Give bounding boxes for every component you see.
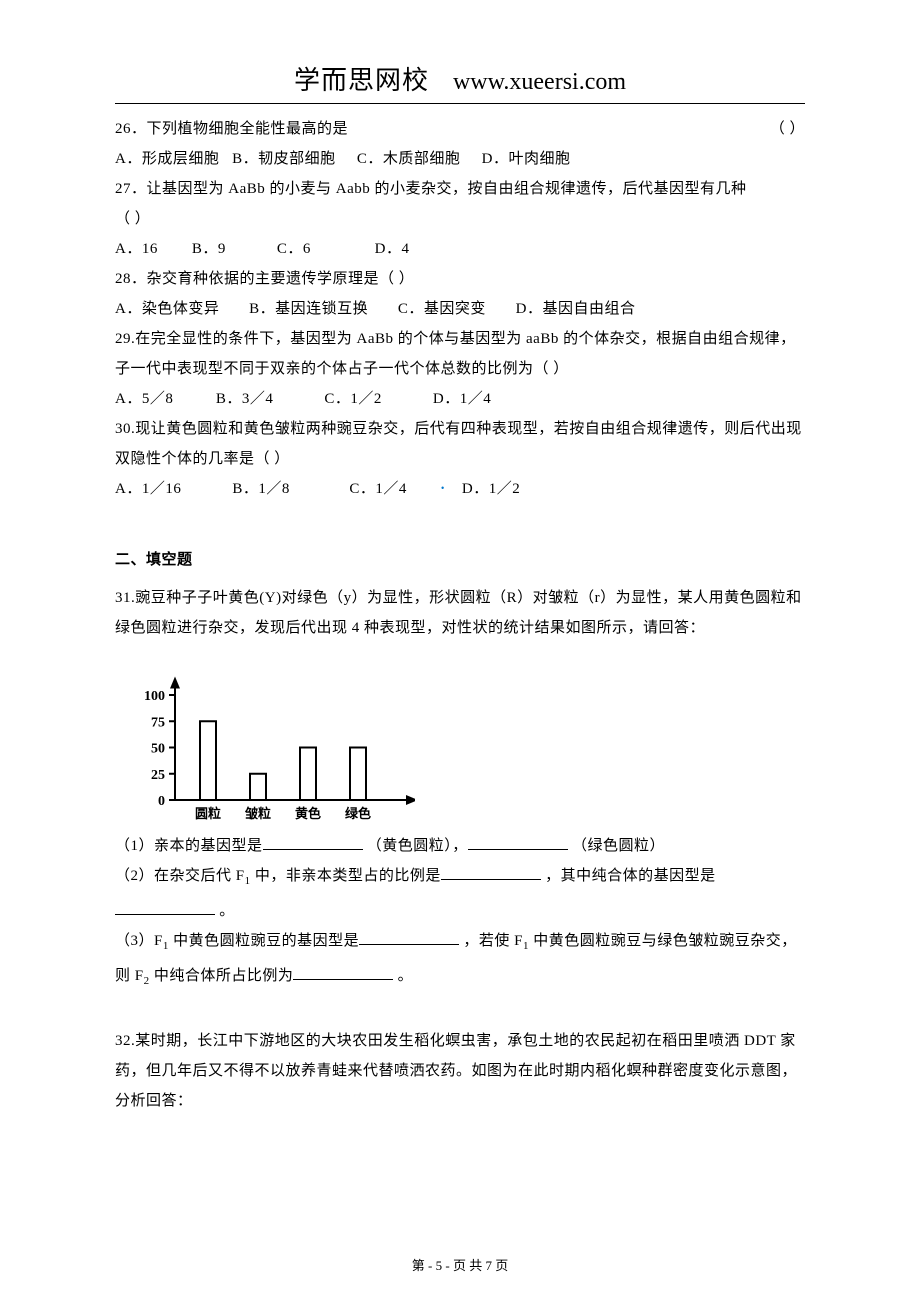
svg-text:25: 25 [151,767,165,782]
page-header: 学而思网校 www.xueersi.com [115,60,805,97]
q28-optB: B．基因连锁互换 [249,301,368,317]
q26-options: A．形成层细胞 B．韧皮部细胞 C．木质部细胞 D．叶肉细胞 [115,144,805,174]
q28-options: A．染色体变异 B．基因连锁互换 C．基因突变 D．基因自由组合 [115,294,805,324]
blank [263,834,363,850]
svg-text:0: 0 [158,794,165,809]
q31-p3-prefix: （3）F [115,933,163,949]
q28-optC: C．基因突变 [398,301,486,317]
q31-p3-sub2: 2 [144,975,150,987]
q28-stem: 28．杂交育种依据的主要遗传学原理是（ ） [115,264,805,294]
q29-optC: C．1／2 [324,391,382,407]
q32-stem: 32.某时期，长江中下游地区的大块农田发生稻化螟虫害，承包土地的农民起初在稻田里… [115,1026,805,1116]
q31-p3-sub1: 1 [163,940,169,952]
svg-text:75: 75 [151,715,165,730]
q31-p3-mid2: ，若使 F [463,933,523,949]
q31-part2: （2）在杂交后代 F1 中，非亲本类型占的比例是 ，其中纯合体的基因型是 。 [115,861,805,926]
brand-cn: 学而思网校 [294,66,429,95]
q31-p3-end: 。 [398,968,414,984]
q31-p2-sub: 1 [245,875,251,887]
svg-text:圆粒: 圆粒 [195,806,221,821]
q31-chart-svg: 0 25 50 75 100 圆粒 皱粒 黄色 绿色 [115,655,415,825]
header-rule [115,103,805,104]
q27-options: A．16 B．9 C．6 D．4 [115,234,805,264]
svg-text:黄色: 黄色 [295,806,321,821]
q31-part3: （3）F1 中黄色圆粒豌豆的基因型是 ，若使 F1 中黄色圆粒豌豆与绿色皱粒豌豆… [115,926,805,996]
q28-optD: D．基因自由组合 [516,301,636,317]
q31-stem: 31.豌豆种子子叶黄色(Y)对绿色（y）为显性，形状圆粒（R）对皱粒（r）为显性… [115,583,805,643]
blank [468,834,568,850]
q30-options: A．1／16 B．1／8 C．1／4 • D．1／2 [115,474,805,505]
q27-optC: C．6 [277,241,311,257]
q31-part1: （1）亲本的基因型是 （黄色圆粒）， （绿色圆粒） [115,831,805,861]
q31-p3-tail: 中纯合体所占比例为 [154,968,294,984]
blank [115,899,215,915]
q31-p1-mid1: （黄色圆粒）， [367,838,468,854]
q27-stem: 27．让基因型为 AaBb 的小麦与 Aabb 的小麦杂交，按自由组合规律遗传，… [115,174,805,204]
q27-optD: D．4 [375,241,410,257]
q26-stem: 26．下列植物细胞全能性最高的是 [115,121,348,137]
q27-optB: B．9 [192,241,226,257]
q26-optA: A．形成层细胞 [115,151,219,167]
svg-text:50: 50 [151,741,165,756]
q29-optA: A．5／8 [115,391,173,407]
footer-text: 第 - 5 - 页 共 7 页 [412,1258,508,1273]
q27-paren: （ ） [115,204,805,234]
q31-p2-end: 。 [219,903,235,919]
brand-url: www.xueersi.com [453,69,626,95]
svg-text:100: 100 [144,689,165,704]
q29-stem: 29.在完全显性的条件下，基因型为 AaBb 的个体与基因型为 aaBb 的个体… [115,324,805,384]
q29-optD: D．1／4 [433,391,491,407]
q31-chart-wrap: 0 25 50 75 100 圆粒 皱粒 黄色 绿色 [115,655,415,825]
q26-paren: （ ） [770,114,805,144]
q31-p2-tail: ，其中纯合体的基因型是 [545,868,716,884]
q31-p2-mid: 中，非亲本类型占的比例是 [255,868,441,884]
page: 学而思网校 www.xueersi.com 26．下列植物细胞全能性最高的是 （… [0,0,920,1302]
dot-accent-icon: • [441,484,445,495]
q30-optC: C．1／4 [349,481,407,497]
q29-optB: B．3／4 [216,391,274,407]
q26-stem-line: 26．下列植物细胞全能性最高的是 （ ） [115,114,805,144]
q31-p1-mid2: （绿色圆粒） [572,838,665,854]
q26-optC: C．木质部细胞 [357,151,461,167]
q31-p2-prefix: （2）在杂交后代 F [115,868,245,884]
svg-text:绿色: 绿色 [345,806,371,821]
blank [293,964,393,980]
section2-title: 二、填空题 [115,545,805,575]
q26-optB: B．韧皮部细胞 [232,151,336,167]
blank [441,864,541,880]
blank [359,929,459,945]
q26-optD: D．叶肉细胞 [482,151,571,167]
q31-p1-prefix: （1）亲本的基因型是 [115,838,263,854]
q31-chart: 0 25 50 75 100 圆粒 皱粒 黄色 绿色 [115,655,415,825]
q30-optB: B．1／8 [232,481,290,497]
q27-optA: A．16 [115,241,158,257]
q28-optA: A．染色体变异 [115,301,219,317]
page-footer: 第 - 5 - 页 共 7 页 [0,1255,920,1274]
q30-optA: A．1／16 [115,481,181,497]
q31-p3-sub1b: 1 [523,940,529,952]
q29-options: A．5／8 B．3／4 C．1／2 D．1／4 [115,384,805,414]
q30-optD: D．1／2 [462,481,520,497]
svg-text:皱粒: 皱粒 [244,806,271,821]
q31-p3-mid: 中黄色圆粒豌豆的基因型是 [173,933,359,949]
q30-stem: 30.现让黄色圆粒和黄色皱粒两种豌豆杂交，后代有四种表现型，若按自由组合规律遗传… [115,414,805,474]
